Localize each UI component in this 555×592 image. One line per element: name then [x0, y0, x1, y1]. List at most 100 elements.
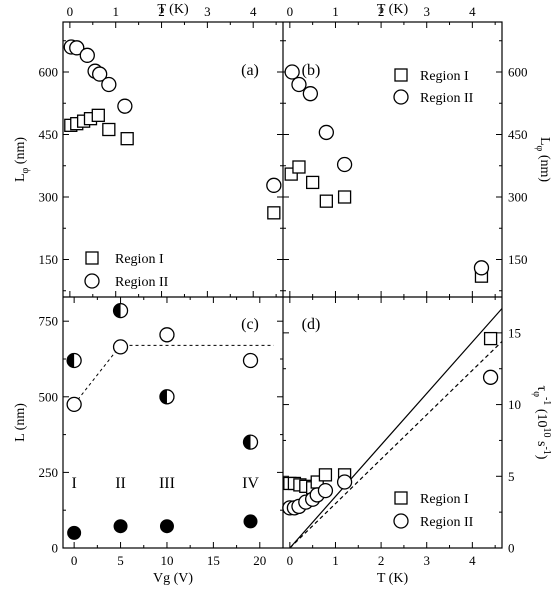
panel-d-series0-point [483, 331, 498, 346]
panel-b-series1-point [291, 76, 307, 93]
panel-c-region-label: IV [242, 475, 259, 492]
panel-d-label: (d) [302, 316, 321, 333]
panel-a-top-x-tick-label: 0 [67, 4, 74, 19]
panel-d-legend-label: Region I [420, 492, 469, 507]
panel-d-bottom-x-tick-label: 3 [423, 553, 430, 568]
panel-a-legend-marker [84, 273, 100, 289]
panel-c-series2-point [159, 519, 174, 534]
panel-c-series2-point [243, 514, 258, 529]
panel-b-series1-point [336, 156, 353, 173]
panel-d-series1-point [482, 369, 499, 385]
panel-a-series1-point [69, 40, 85, 56]
panel-b-top-x-tick-label: 4 [469, 4, 476, 19]
panel-d-right-y-tick-label: 5 [508, 469, 515, 484]
panel-d-x-axis-label: T (K) [377, 571, 409, 586]
panel-a-series0-point [91, 108, 105, 122]
panel-a-top-x-tick-label: 3 [204, 4, 211, 19]
panel-d-legend-label: Region II [420, 515, 474, 530]
panel-a-top-x-tick-label: 2 [158, 4, 165, 19]
panel-c-guide-line [73, 344, 274, 405]
panel-b-series0-point [337, 190, 352, 204]
panel-c-y-axis-label: L (nm) [13, 403, 28, 442]
panel-a-left-y-tick-label: 300 [39, 190, 59, 205]
panel-d-series1-point [336, 474, 353, 490]
panel-c-bottom-x-tick-label: 15 [207, 553, 220, 568]
panel-d-bottom-x-tick-label: 0 [287, 553, 294, 568]
panel-b-legend-label: Region II [420, 91, 474, 106]
panel-b-series1-point [318, 124, 334, 141]
panel-c-left-y-tick-label: 250 [39, 465, 59, 480]
panel-a-series0-point [102, 122, 116, 137]
panel-d-series1-point [317, 482, 334, 499]
panel-d-right-y-tick-label: 10 [508, 397, 521, 412]
panel-c-series0-point [242, 352, 259, 369]
panel-c-series0-point [66, 396, 82, 413]
panel-d-legend-marker [394, 491, 408, 505]
panel-c-series1-point [242, 434, 259, 450]
panel-c-series1-point [66, 352, 82, 369]
panel-c-series2-point [113, 519, 128, 534]
panel-c-series2-point [67, 525, 82, 540]
panel-a-series1-point [79, 47, 95, 63]
panel-b-legend-marker [393, 89, 409, 105]
panel-b-top-x-tick-label: 2 [378, 4, 385, 19]
panel-b-top-x-tick-label: 1 [332, 4, 339, 19]
panel-d-right-y-tick-label: 15 [508, 325, 521, 340]
panel-b-series1-point [473, 260, 490, 276]
panel-a-legend-label: Region I [115, 252, 164, 267]
panel-c-series1-point [159, 389, 175, 405]
panel-c-series1-point [112, 302, 129, 319]
panel-d-series0-point [318, 468, 333, 482]
panel-c-region-label: II [115, 475, 126, 492]
panel-a-series0-point [120, 132, 134, 146]
panel-b-top-x-tick-label: 0 [287, 4, 294, 19]
panel-b-top-x-axis-label: T (K) [377, 2, 409, 17]
panel-d-legend-marker [393, 513, 409, 529]
panel-a-series1-point [117, 98, 133, 114]
panel-a-legend-label: Region II [115, 275, 169, 290]
panel-d-bottom-x-tick-label: 4 [469, 553, 476, 568]
panel-a-series1-point [92, 66, 108, 82]
panel-b-right-y-tick-label: 300 [508, 190, 528, 205]
panel-a-top-x-tick-label: 1 [112, 4, 119, 19]
panel-c-series0-point [112, 339, 129, 355]
panel-a-series0-point [267, 206, 281, 220]
panel-a-top-x-axis-label: T (K) [157, 2, 189, 17]
panel-c-bottom-x-tick-label: 20 [253, 553, 266, 568]
panel-a-left-y-tick-label: 450 [39, 127, 59, 142]
panel-c-left-y-tick-label: 0 [52, 541, 59, 556]
panel-c-bottom-x-tick-label: 0 [71, 553, 78, 568]
panel-a-y-axis-label: Lφ (nm) [13, 137, 31, 182]
panel-d-y-axis-label: τφ-1 (1010 s-1) [531, 386, 552, 460]
panel-c-left-y-tick-label: 750 [39, 314, 59, 329]
panel-c-label: (c) [241, 316, 259, 333]
panel-b-legend-marker [394, 68, 408, 82]
panel-c-bottom-x-tick-label: 5 [117, 553, 124, 568]
panel-a-label: (a) [241, 62, 259, 79]
panel-a-left-y-tick-label: 150 [39, 252, 59, 267]
panel-b-series0-point [306, 175, 320, 190]
panel-d-fit-line-solid [289, 308, 502, 548]
panel-b-right-y-tick-label: 150 [508, 252, 528, 267]
panel-b-series1-point [284, 64, 300, 80]
panel-a-series1-point [101, 76, 117, 93]
panel-c-bottom-x-tick-label: 10 [160, 553, 173, 568]
panel-a-top-x-tick-label: 4 [250, 4, 257, 19]
panel-b-series0-point [292, 160, 306, 174]
panel-b-series0-point [319, 194, 333, 208]
panel-d-bottom-x-tick-label: 2 [378, 553, 385, 568]
panel-d-bottom-x-tick-label: 1 [332, 553, 339, 568]
panel-b-legend-label: Region I [420, 69, 469, 84]
panel-a-legend-marker [85, 251, 99, 265]
panel-b-right-y-tick-label: 450 [508, 127, 528, 142]
panel-b-label: (b) [302, 62, 321, 79]
panel-b-top-x-tick-label: 3 [423, 4, 430, 19]
panel-a-series1-point [266, 177, 282, 193]
panel-b-y-axis-label: Lφ (nm) [534, 137, 552, 182]
panel-c-left-y-tick-label: 500 [39, 389, 59, 404]
panel-c-series0-point [159, 327, 175, 343]
panel-d-fit-line-dashed [289, 341, 502, 548]
panel-b-series1-point [302, 86, 319, 102]
panel-c-region-label: I [71, 475, 76, 492]
panel-d-right-y-tick-label: 0 [508, 541, 515, 556]
